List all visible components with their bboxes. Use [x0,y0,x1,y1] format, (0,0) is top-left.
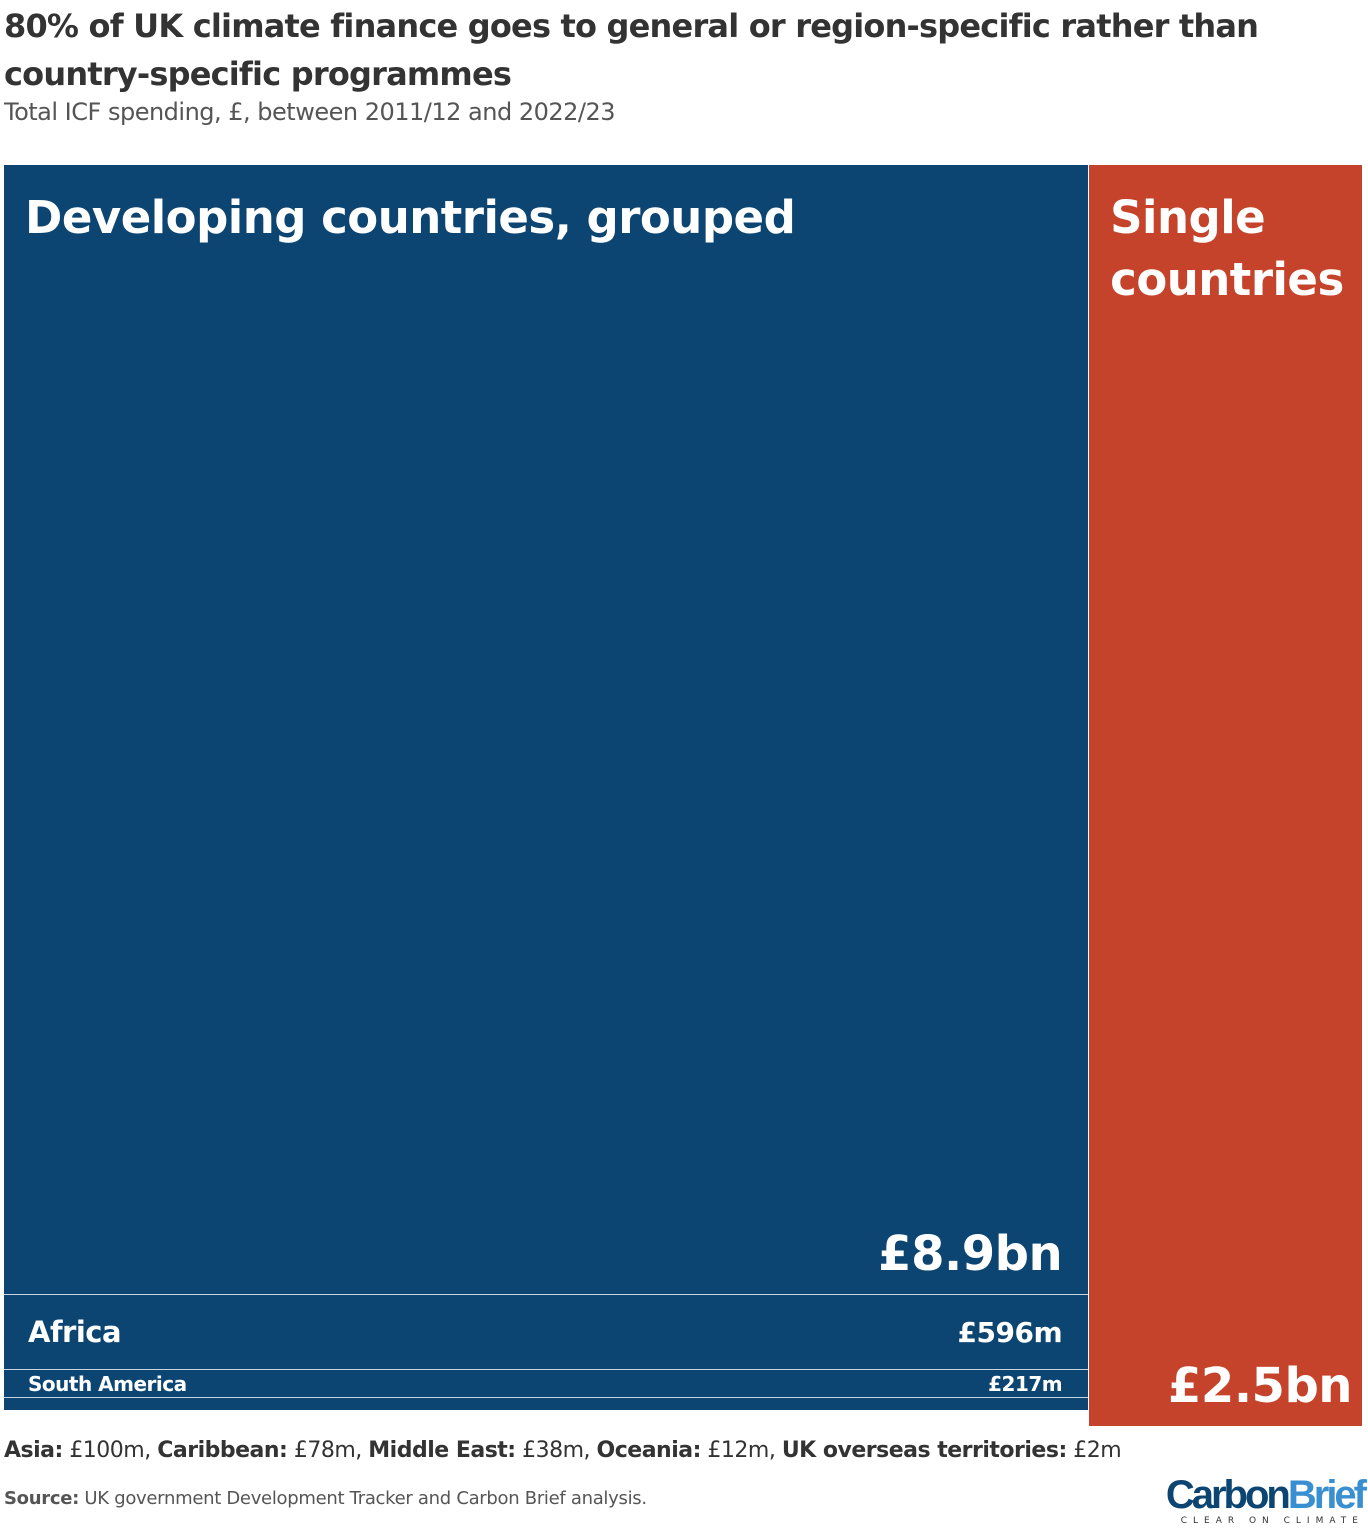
cell-value: £217m [988,1372,1063,1397]
cell-label: South America [28,1372,187,1397]
chart-title: 80% of UK climate finance goes to genera… [4,7,1259,93]
note-oceania: Oceania: £12m, [596,1438,776,1463]
treemap-cell-africa: Africa £596m [4,1293,1089,1370]
cell-value: £2.5bn [1168,1358,1352,1414]
cell-label: Africa [28,1315,122,1350]
carbon-brief-logo: CarbonBrief CLEAR ON CLIMATE [1165,1473,1367,1526]
note-asia: Asia: £100m, [4,1438,151,1463]
group-label: Single countries [1110,191,1344,306]
treemap-cell-single-countries-main: Single countries £2.5bn [1089,165,1362,1426]
note-middle-east: Middle East: £38m, [368,1438,591,1463]
treemap: Developing countries, grouped £8.9bn Afric… [4,165,1362,1426]
source-note: Source: UK government Development Tracke… [4,1488,647,1509]
note-caribbean: Caribbean: £78m, [157,1438,362,1463]
treemap-cell-developing-countries-grouped-main: Developing countries, grouped £8.9bn [4,165,1089,1294]
cell-value: £596m [957,1315,1063,1349]
treemap-cell-south-america: South America £217m [4,1369,1089,1397]
treemap-cell-uk-overseas-territories [4,1396,1089,1398]
cell-value: £8.9bn [878,1225,1063,1282]
group-label: Developing countries, grouped [25,191,796,244]
note-uk-territories: UK overseas territories: £2m [781,1438,1122,1463]
small-regions-note: Asia: £100m, Caribbean: £78m, Middle Eas… [4,1438,1122,1463]
chart-subtitle: Total ICF spending, £, between 2011/12 a… [4,98,616,126]
